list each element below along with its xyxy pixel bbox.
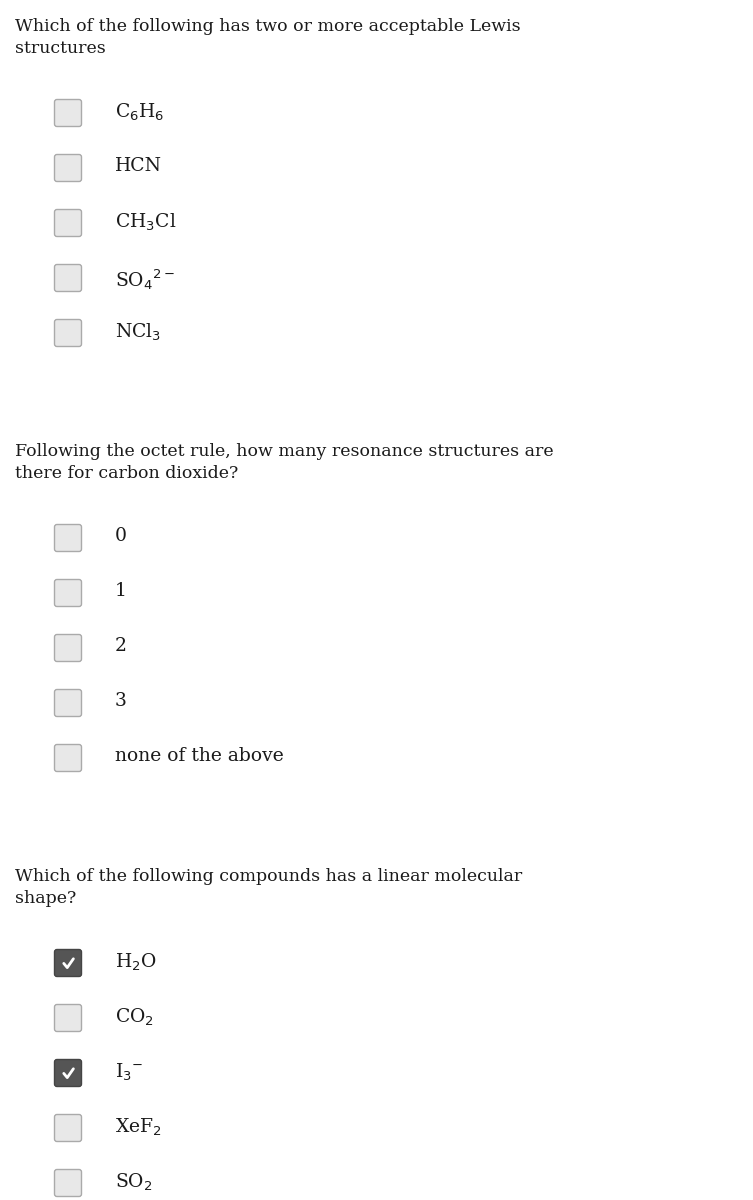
Text: there for carbon dioxide?: there for carbon dioxide?	[15, 464, 238, 482]
FancyBboxPatch shape	[54, 264, 81, 292]
Text: Following the octet rule, how many resonance structures are: Following the octet rule, how many reson…	[15, 443, 553, 460]
Text: SO$_4$$^{2-}$: SO$_4$$^{2-}$	[115, 266, 175, 292]
Text: 2: 2	[115, 637, 127, 655]
Text: H$_2$O: H$_2$O	[115, 952, 157, 973]
FancyBboxPatch shape	[54, 319, 81, 347]
Text: Which of the following compounds has a linear molecular: Which of the following compounds has a l…	[15, 868, 523, 886]
FancyBboxPatch shape	[54, 635, 81, 661]
FancyBboxPatch shape	[54, 580, 81, 606]
Text: structures: structures	[15, 40, 105, 56]
Text: CO$_2$: CO$_2$	[115, 1007, 154, 1028]
FancyBboxPatch shape	[54, 155, 81, 181]
FancyBboxPatch shape	[54, 100, 81, 126]
Text: Which of the following has two or more acceptable Lewis: Which of the following has two or more a…	[15, 18, 520, 35]
Text: 3: 3	[115, 692, 127, 710]
FancyBboxPatch shape	[54, 949, 81, 977]
Text: I$_3$$^{-}$: I$_3$$^{-}$	[115, 1062, 143, 1084]
FancyBboxPatch shape	[54, 1115, 81, 1141]
Text: XeF$_2$: XeF$_2$	[115, 1117, 162, 1139]
FancyBboxPatch shape	[54, 1060, 81, 1086]
Text: HCN: HCN	[115, 157, 162, 175]
FancyBboxPatch shape	[54, 1004, 81, 1032]
Text: 1: 1	[115, 582, 127, 600]
Text: CH$_3$Cl: CH$_3$Cl	[115, 212, 176, 233]
FancyBboxPatch shape	[54, 210, 81, 236]
Text: C$_6$H$_6$: C$_6$H$_6$	[115, 102, 164, 124]
FancyBboxPatch shape	[54, 524, 81, 552]
FancyBboxPatch shape	[54, 1170, 81, 1196]
FancyBboxPatch shape	[54, 744, 81, 772]
Text: SO$_2$: SO$_2$	[115, 1172, 153, 1193]
Text: none of the above: none of the above	[115, 746, 284, 766]
Text: NCl$_3$: NCl$_3$	[115, 322, 161, 343]
Text: shape?: shape?	[15, 890, 76, 907]
FancyBboxPatch shape	[54, 690, 81, 716]
Text: 0: 0	[115, 527, 127, 545]
